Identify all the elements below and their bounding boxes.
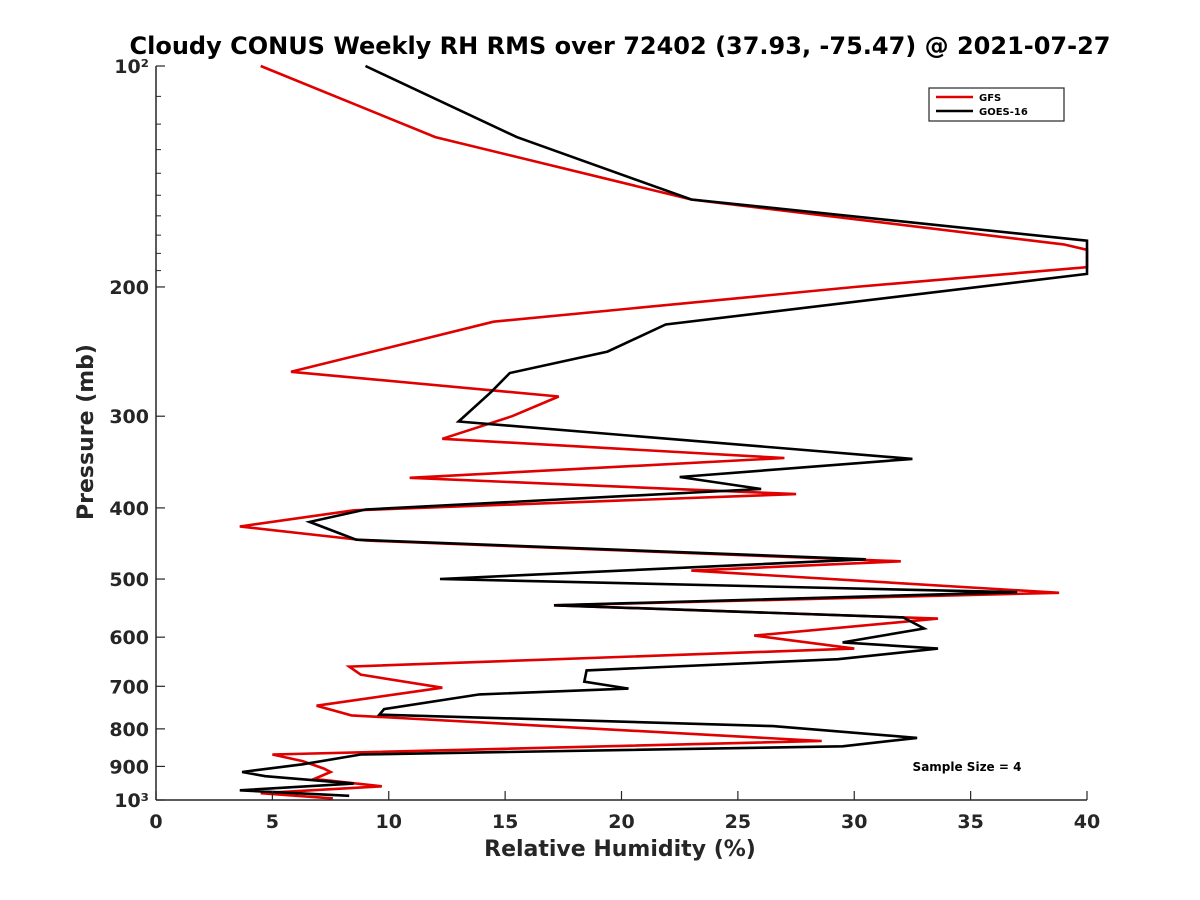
- y-tick-label: 800: [109, 719, 149, 741]
- y-tick-label: 10³: [114, 790, 149, 812]
- x-tick-label: 25: [725, 811, 751, 833]
- y-axis-label: Pressure (mb): [74, 344, 99, 520]
- x-tick-label: 40: [1074, 811, 1100, 833]
- y-tick-label: 10²: [114, 56, 149, 78]
- legend-label: GFS: [979, 93, 1001, 104]
- x-axis-label: Relative Humidity (%): [484, 837, 756, 862]
- x-tick-label: 5: [266, 811, 279, 833]
- x-tick-label: 30: [841, 811, 867, 833]
- x-tick-label: 0: [149, 811, 162, 833]
- sample-size-annotation: Sample Size = 4: [913, 760, 1022, 774]
- y-tick-label: 900: [109, 756, 149, 778]
- x-tick-label: 35: [957, 811, 983, 833]
- y-tick-label: 700: [109, 676, 149, 698]
- legend-box: [928, 87, 1065, 122]
- y-tick-label: 500: [109, 569, 149, 591]
- series-line-goes-16: [239, 64, 1089, 798]
- y-tick-label: 200: [109, 277, 149, 299]
- x-tick-label: 10: [376, 811, 402, 833]
- legend-label: GOES-16: [979, 107, 1028, 118]
- x-tick-label: 20: [608, 811, 634, 833]
- y-tick-label: 600: [109, 627, 149, 649]
- plot-area: 0 5 10 15 20 25 30 35 40 10² 200 300 400 500 600 700 800…: [109, 56, 1100, 833]
- x-tick-label: 15: [492, 811, 518, 833]
- y-tick-label: 300: [109, 406, 149, 428]
- chart-title: Cloudy CONUS Weekly RH RMS over 72402 (3…: [130, 32, 1111, 60]
- series-line-gfs: [239, 64, 1089, 800]
- y-tick-label: 400: [109, 498, 149, 520]
